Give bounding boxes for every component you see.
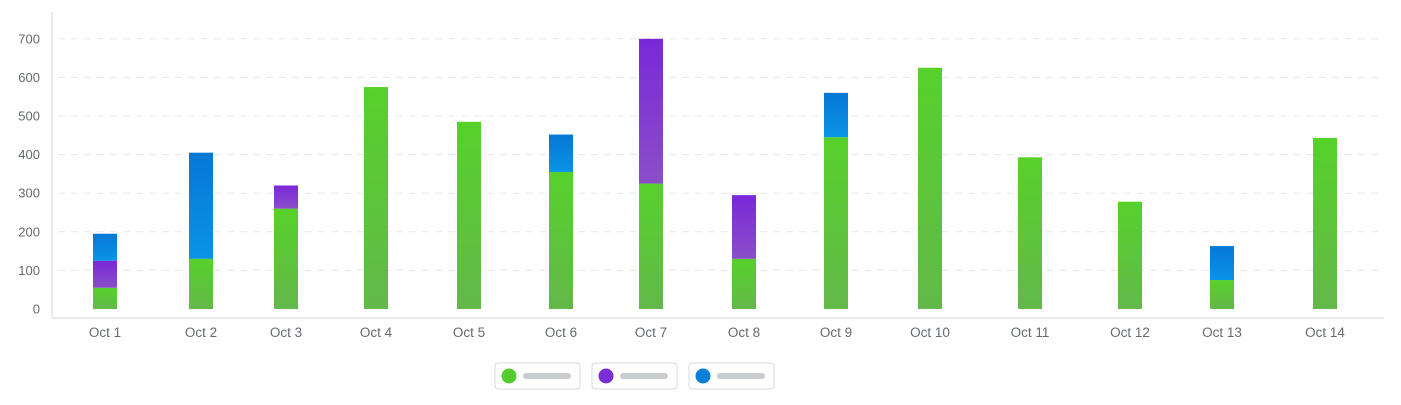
legend-swatch-icon xyxy=(695,368,711,384)
bar-segment[interactable] xyxy=(732,258,756,309)
y-tick-label: 200 xyxy=(18,224,40,239)
x-tick-label: Oct 14 xyxy=(1305,325,1345,340)
y-tick-label: 400 xyxy=(18,147,40,162)
bar-segment[interactable] xyxy=(1210,280,1234,309)
x-tick-label: Oct 5 xyxy=(453,325,485,340)
bar-segment[interactable] xyxy=(1210,246,1234,281)
legend-item[interactable] xyxy=(494,362,581,390)
legend-label-placeholder xyxy=(523,373,571,379)
x-tick-label: Oct 4 xyxy=(360,325,393,340)
bars xyxy=(93,38,1337,309)
y-tick-label: 700 xyxy=(18,31,40,46)
bar-segment[interactable] xyxy=(732,195,756,259)
bar-segment[interactable] xyxy=(93,260,117,288)
gridlines xyxy=(51,12,1384,319)
y-axis-ticks: 0 100 200 300 400 500 600 700 xyxy=(18,31,40,316)
x-tick-label: Oct 3 xyxy=(270,325,302,340)
y-tick-label: 0 xyxy=(33,302,40,317)
x-tick-label: Oct 8 xyxy=(728,325,760,340)
y-tick-label: 500 xyxy=(18,109,40,124)
legend-swatch-icon xyxy=(501,368,517,384)
bar-segment[interactable] xyxy=(189,152,213,259)
x-tick-label: Oct 10 xyxy=(910,325,950,340)
x-tick-label: Oct 11 xyxy=(1011,325,1050,340)
legend-label-placeholder xyxy=(620,373,668,379)
bar-segment[interactable] xyxy=(189,258,213,309)
y-tick-label: 600 xyxy=(18,70,40,85)
bar-segment[interactable] xyxy=(639,38,663,184)
y-tick-label: 100 xyxy=(18,263,40,278)
legend-item[interactable] xyxy=(688,362,775,390)
bar-segment[interactable] xyxy=(1313,138,1337,309)
x-tick-label: Oct 1 xyxy=(89,325,121,340)
x-axis-labels: Oct 1 Oct 2 Oct 3 Oct 4 Oct 5 Oct 6 Oct 7 Oct 8… xyxy=(89,325,1346,340)
legend-label-placeholder xyxy=(717,373,765,379)
x-tick-label: Oct 13 xyxy=(1202,325,1242,340)
bar-segment[interactable] xyxy=(918,67,942,309)
x-tick-label: Oct 2 xyxy=(185,325,217,340)
bar-segment[interactable] xyxy=(549,134,573,172)
legend-swatch-icon xyxy=(598,368,614,384)
bar-segment[interactable] xyxy=(639,183,663,309)
x-tick-label: Oct 7 xyxy=(635,325,667,340)
legend xyxy=(494,362,775,390)
bar-segment[interactable] xyxy=(93,287,117,309)
legend-item[interactable] xyxy=(591,362,678,390)
bar-segment[interactable] xyxy=(93,233,117,261)
bar-segment[interactable] xyxy=(824,137,848,309)
bar-segment[interactable] xyxy=(274,208,298,309)
x-tick-label: Oct 9 xyxy=(820,325,852,340)
x-tick-label: Oct 12 xyxy=(1110,325,1150,340)
bar-segment[interactable] xyxy=(549,171,573,309)
bar-segment[interactable] xyxy=(457,121,481,309)
x-tick-label: Oct 6 xyxy=(545,325,577,340)
bar-segment[interactable] xyxy=(364,87,388,309)
bar-segment[interactable] xyxy=(274,185,298,209)
y-tick-label: 300 xyxy=(18,186,40,201)
bar-segment[interactable] xyxy=(1118,201,1142,309)
bar-segment[interactable] xyxy=(824,92,848,138)
bar-segment[interactable] xyxy=(1018,157,1042,309)
